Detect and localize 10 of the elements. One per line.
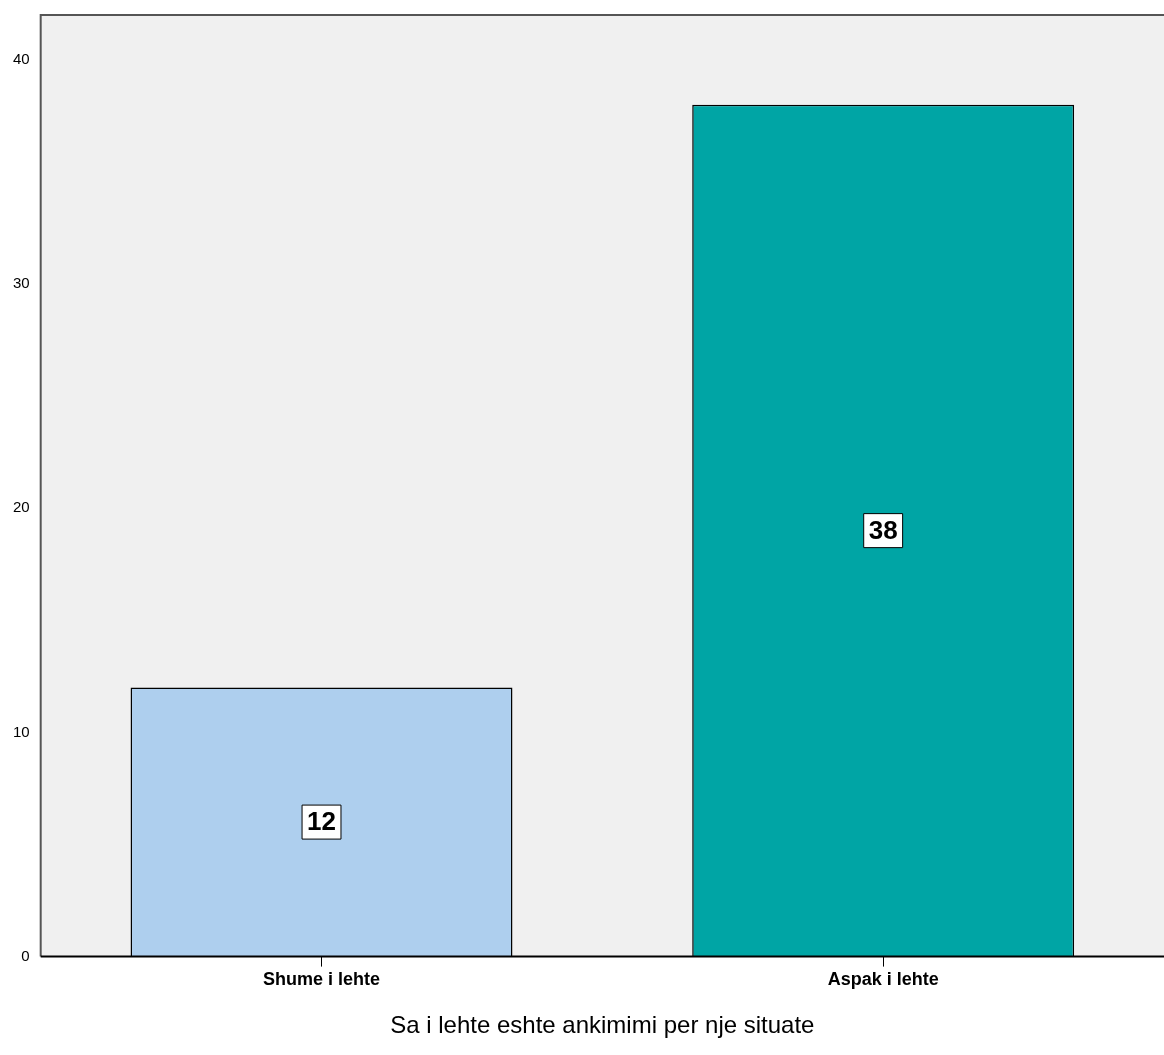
x-axis-title: Sa i lehte eshte ankimimi per nje situate: [390, 1011, 815, 1039]
y-tick-label: 10: [13, 722, 30, 740]
data-label: 38: [868, 514, 898, 545]
x-tick-label: Shume i lehte: [263, 969, 381, 990]
x-tick-label: Aspak i lehte: [827, 969, 939, 990]
data-label: 12: [307, 806, 336, 837]
y-tick-label: 20: [13, 498, 30, 516]
y-tick-label: 30: [13, 274, 30, 292]
y-tick-label: 40: [13, 49, 30, 67]
y-tick-label: 0: [21, 946, 30, 964]
